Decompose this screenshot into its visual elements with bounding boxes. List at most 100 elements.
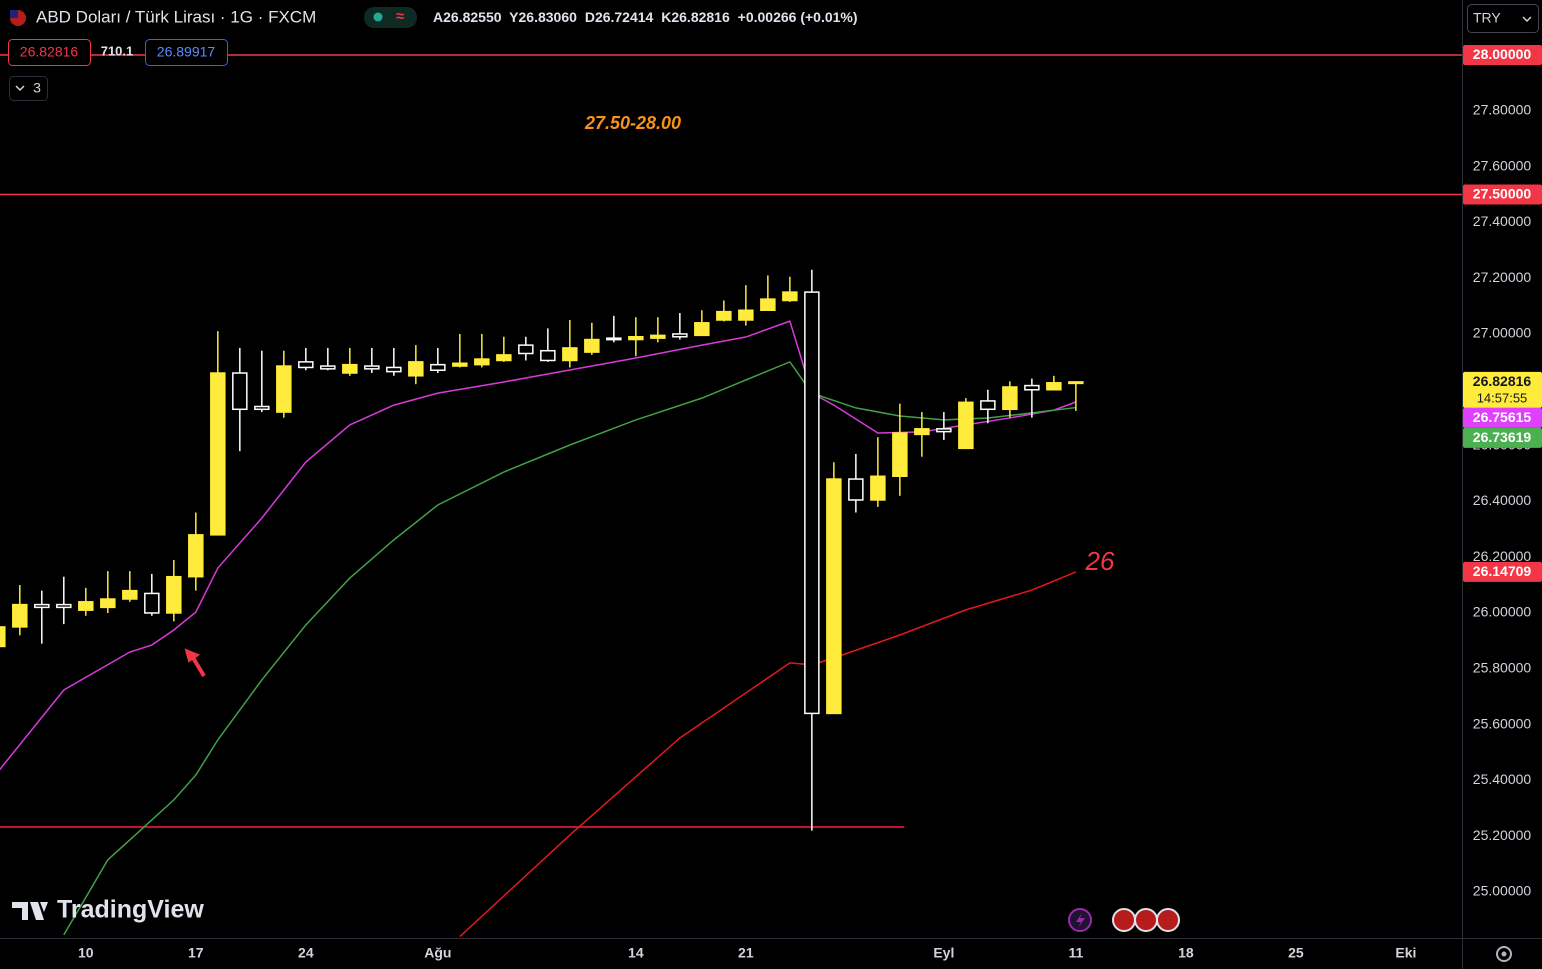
y-tick-label: 26.20000 (1473, 548, 1532, 564)
chevron (1522, 16, 1532, 23)
ohlc-change: +0.00266 (+0.01%) (738, 9, 858, 25)
symbol-title: ABD Doları / Türk Lirası · 1G · FXCM (36, 7, 316, 26)
x-tick-label: 18 (1178, 945, 1194, 961)
price-badge-label: 27.50000 (1473, 186, 1532, 202)
ohlc-value: 26.72414 (595, 9, 654, 25)
candle-body (474, 358, 490, 366)
ohlc-key: K (661, 9, 671, 25)
buy-price[interactable]: 26.89917 (157, 44, 216, 60)
y-tick-label: 25.20000 (1473, 827, 1532, 843)
ohlc-key: A (433, 9, 443, 25)
price-badge-box (1463, 407, 1542, 428)
x-tick-label: 17 (188, 945, 204, 961)
candle-body (958, 401, 974, 450)
toggle-box[interactable] (9, 76, 48, 101)
candle-body (518, 344, 534, 355)
x-tick-label: 24 (298, 945, 314, 961)
x-tick-label: 21 (738, 945, 754, 961)
buy-button[interactable]: 26.89917 (145, 39, 228, 66)
y-tick-label: 27.60000 (1473, 157, 1532, 173)
x-tick-label: 10 (78, 945, 94, 961)
candle-body (188, 534, 204, 578)
candle-body (298, 361, 314, 369)
axes: 25.00000 25.20000 25.40000 25.60000 25.80000… (78, 44, 1542, 961)
candle-body (232, 372, 248, 411)
candle-body (540, 349, 556, 362)
candle-body (364, 365, 380, 370)
indicators-toggle[interactable]: 3 (9, 76, 48, 101)
x-tick-label: Eyl (933, 945, 954, 961)
candle-body (848, 478, 864, 501)
sell-button[interactable]: 26.82816 (8, 39, 91, 66)
candle-body (694, 322, 710, 337)
header: ABD Doları / Türk Lirası · 1G · FXCM ≈ A… (8, 4, 1539, 101)
price-badge-box (1463, 371, 1542, 408)
flag-icon (10, 10, 18, 18)
price-badge: 26.73619 (1463, 427, 1542, 448)
candle-body (1068, 381, 1084, 385)
candle-body (386, 366, 402, 373)
candle-body (804, 291, 820, 715)
settings-icon (1501, 951, 1507, 957)
price-badge-box (1463, 561, 1542, 582)
ohlc-key: D (585, 9, 595, 25)
spread: 710.1 (101, 43, 134, 58)
event-flag[interactable] (1156, 908, 1180, 932)
candle-body (870, 475, 886, 501)
candle-body (342, 363, 358, 374)
settings-button[interactable] (1496, 946, 1512, 962)
candle-body (210, 372, 226, 536)
x-tick-label: Eki (1395, 945, 1416, 961)
candle-body (144, 592, 160, 614)
x-tick-label: 14 (628, 945, 644, 961)
candle-body (496, 354, 512, 362)
candle-body (78, 601, 94, 611)
currency[interactable]: TRY (1473, 10, 1501, 26)
sell-box[interactable] (8, 39, 91, 66)
price-badge-label: 26.14709 (1473, 563, 1532, 579)
status-dot (373, 12, 383, 22)
candle-body (738, 309, 754, 321)
y-tick-label: 27.80000 (1473, 101, 1532, 117)
ohlc-key: Y (509, 9, 519, 25)
candle-body (760, 298, 776, 311)
y-tick-label: 27.00000 (1473, 325, 1532, 341)
annotation: 26 (1085, 546, 1115, 576)
price-badge-label: 28.00000 (1473, 46, 1532, 62)
x-tick-label: Ağu (424, 945, 451, 961)
candle-body (606, 337, 622, 341)
candle-body (122, 589, 138, 600)
candle-body (1002, 386, 1018, 411)
price-badge: 27.50000 (1463, 184, 1542, 205)
indicator-count[interactable]: 3 (33, 80, 41, 96)
candle-body (1046, 382, 1062, 391)
candle-body (100, 598, 116, 609)
price-badge-box (1463, 44, 1542, 65)
candle-body (408, 361, 424, 377)
y-tick-label: 26.40000 (1473, 492, 1532, 508)
price-badge-label: 26.73619 (1473, 429, 1532, 445)
currency-select[interactable]: TRY (1467, 4, 1539, 33)
settings-icon[interactable] (1496, 946, 1512, 962)
currency-box[interactable] (1467, 4, 1539, 33)
candle-body (276, 365, 292, 413)
event-flag[interactable] (1134, 908, 1158, 932)
y-tick-label: 25.60000 (1473, 715, 1532, 731)
chevron (15, 85, 25, 92)
candle-body (980, 400, 996, 411)
candle-body (166, 575, 182, 614)
ohlc-value: 26.82816 (671, 9, 730, 25)
ma-line (63, 360, 1076, 936)
candle-body (562, 347, 578, 362)
x-tick-label: 25 (1288, 945, 1304, 961)
candle-body (12, 603, 28, 628)
event-flag[interactable] (1112, 908, 1136, 932)
candle-body (936, 428, 952, 433)
buy-box[interactable] (145, 39, 228, 66)
plot-area (0, 54, 1462, 938)
event-icons[interactable] (1068, 908, 1180, 932)
sell-price[interactable]: 26.82816 (20, 44, 79, 60)
candle-body (34, 603, 50, 609)
